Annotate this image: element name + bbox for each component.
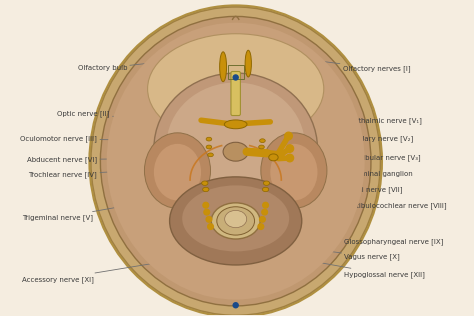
Circle shape <box>262 209 267 215</box>
Ellipse shape <box>269 154 278 161</box>
Ellipse shape <box>219 52 227 82</box>
Text: Hypoglossal nerve [XII]: Hypoglossal nerve [XII] <box>267 253 425 278</box>
Ellipse shape <box>225 210 246 228</box>
Ellipse shape <box>100 16 371 306</box>
Text: Vestibulocochlear nerve [VIII]: Vestibulocochlear nerve [VIII] <box>265 201 447 209</box>
Ellipse shape <box>145 133 210 208</box>
Text: Trigeminal ganglion: Trigeminal ganglion <box>270 171 413 177</box>
Ellipse shape <box>154 144 201 200</box>
Text: Ophthalmic nerve [V₁]: Ophthalmic nerve [V₁] <box>270 117 422 126</box>
Ellipse shape <box>208 153 213 157</box>
Text: Mandibular nerve [V₃]: Mandibular nerve [V₃] <box>272 155 421 161</box>
FancyBboxPatch shape <box>231 71 240 116</box>
Text: Trigeminal nerve [V]: Trigeminal nerve [V] <box>22 193 200 221</box>
Ellipse shape <box>147 34 324 144</box>
Ellipse shape <box>211 203 260 239</box>
Ellipse shape <box>170 177 302 265</box>
Ellipse shape <box>91 7 381 315</box>
Circle shape <box>233 303 238 308</box>
Ellipse shape <box>90 5 382 316</box>
Ellipse shape <box>217 207 255 235</box>
Ellipse shape <box>259 145 264 149</box>
Circle shape <box>203 202 209 208</box>
Ellipse shape <box>260 139 265 143</box>
Text: Accessory nerve [XI]: Accessory nerve [XI] <box>22 257 191 283</box>
Circle shape <box>204 209 210 215</box>
Text: Vagus nerve [X]: Vagus nerve [X] <box>267 243 400 260</box>
Circle shape <box>286 154 293 162</box>
Bar <box>228 65 244 79</box>
Ellipse shape <box>263 187 269 192</box>
Text: Optic nerve [II]: Optic nerve [II] <box>57 111 201 123</box>
Text: Oculomotor nerve [III]: Oculomotor nerve [III] <box>20 136 200 143</box>
Circle shape <box>233 75 238 80</box>
Text: Abducent nerve [VI]: Abducent nerve [VI] <box>27 156 200 163</box>
Ellipse shape <box>270 144 318 200</box>
Text: Olfactory nerves [I]: Olfactory nerves [I] <box>265 54 410 72</box>
Text: Trochlear nerve [IV]: Trochlear nerve [IV] <box>28 167 200 178</box>
Ellipse shape <box>224 120 247 129</box>
Ellipse shape <box>182 185 289 252</box>
Ellipse shape <box>245 50 251 77</box>
Ellipse shape <box>107 23 365 300</box>
Circle shape <box>286 145 293 152</box>
Circle shape <box>208 224 213 229</box>
Text: Glossopharyngeal nerve [IX]: Glossopharyngeal nerve [IX] <box>267 233 444 245</box>
Circle shape <box>206 216 212 222</box>
Circle shape <box>285 132 292 140</box>
Text: Facial nerve [VII]: Facial nerve [VII] <box>265 186 403 193</box>
Ellipse shape <box>223 142 248 161</box>
Circle shape <box>260 216 265 222</box>
Ellipse shape <box>202 181 208 185</box>
Ellipse shape <box>203 187 209 192</box>
Circle shape <box>263 202 268 208</box>
Ellipse shape <box>206 137 212 141</box>
Ellipse shape <box>166 82 305 208</box>
Ellipse shape <box>264 181 270 185</box>
Ellipse shape <box>154 73 318 224</box>
Ellipse shape <box>206 145 212 149</box>
Text: Maxillary nerve [V₂]: Maxillary nerve [V₂] <box>273 136 413 143</box>
Circle shape <box>258 224 264 229</box>
Ellipse shape <box>261 133 327 208</box>
Text: Olfactory bulb: Olfactory bulb <box>78 57 203 71</box>
